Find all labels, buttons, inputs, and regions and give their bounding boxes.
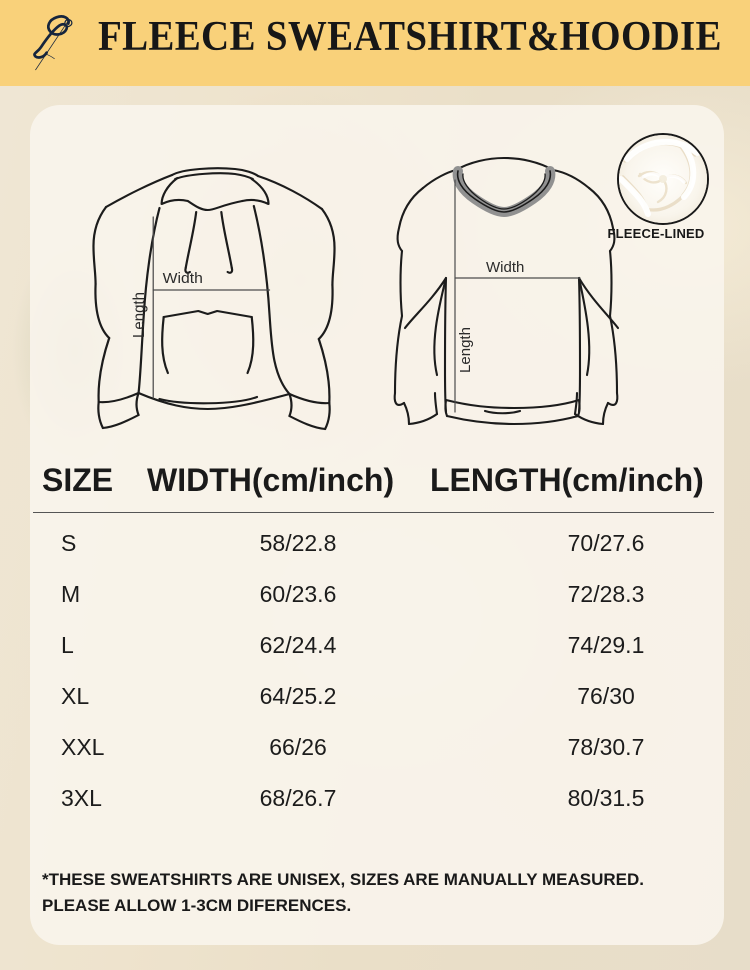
svg-text:Length: Length	[130, 292, 147, 338]
svg-text:Length: Length	[457, 327, 474, 373]
svg-text:Width: Width	[163, 270, 203, 287]
svg-text:Width: Width	[486, 259, 524, 276]
